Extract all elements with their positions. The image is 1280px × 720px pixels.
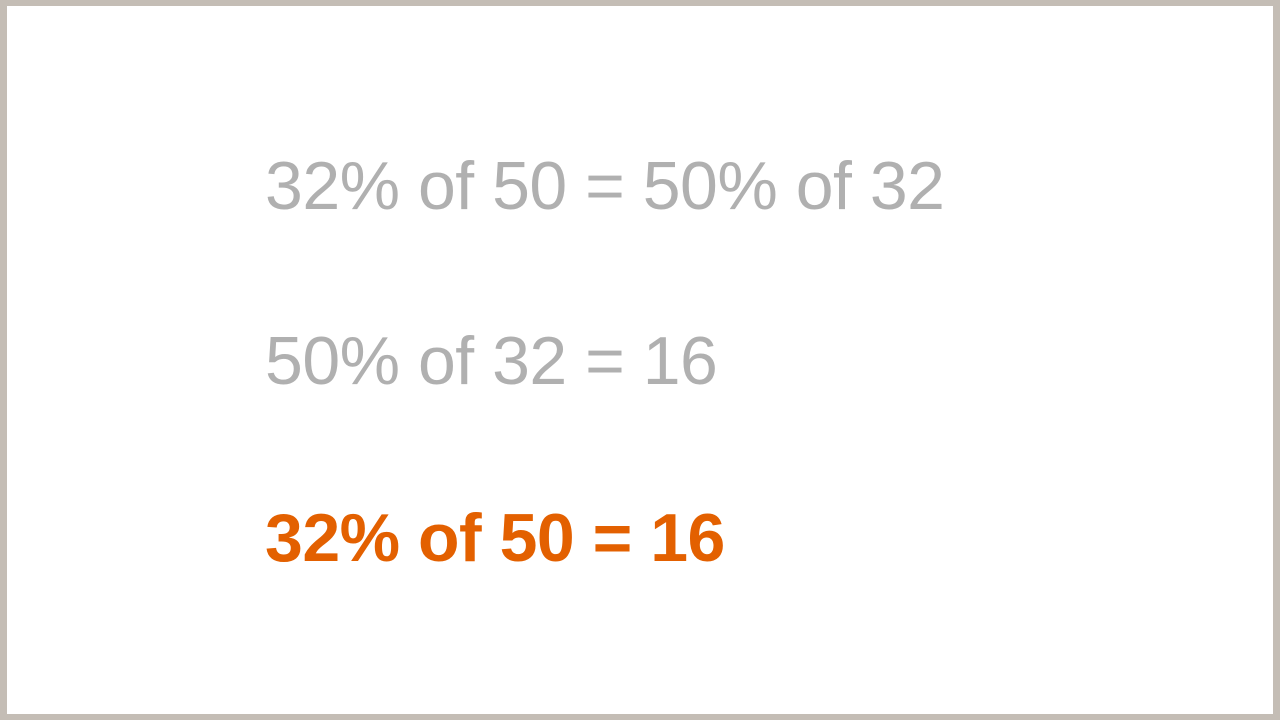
equation-line-3: 32% of 50 = 16 [265,501,944,576]
spacer-2 [265,399,944,501]
slide-panel: 32% of 50 = 50% of 32 50% of 32 = 16 32%… [7,6,1273,714]
equation-line-1: 32% of 50 = 50% of 32 [265,149,944,224]
spacer-1 [265,224,944,324]
equation-line-2: 50% of 32 = 16 [265,324,944,399]
math-content-block: 32% of 50 = 50% of 32 50% of 32 = 16 32%… [265,149,944,575]
